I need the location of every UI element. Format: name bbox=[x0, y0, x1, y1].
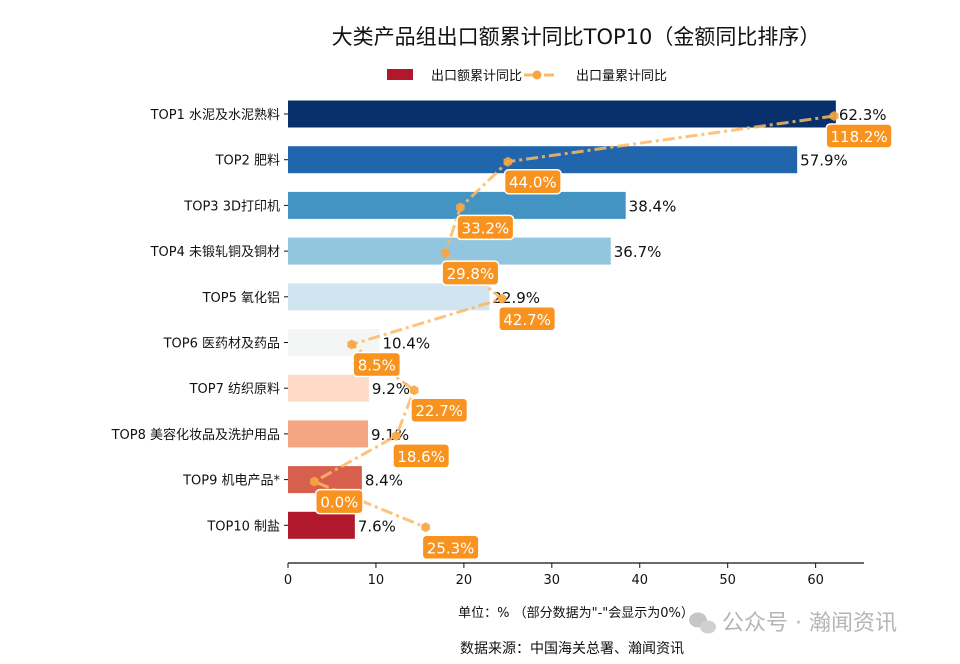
line-label-text: 42.7% bbox=[503, 311, 551, 329]
line-label-text: 22.7% bbox=[415, 402, 463, 420]
legend-swatch-bar bbox=[387, 69, 413, 80]
x-tick-label: 50 bbox=[719, 573, 736, 588]
line-label-box bbox=[315, 488, 364, 515]
line-label-text: 18.6% bbox=[397, 448, 445, 466]
line-label-box bbox=[421, 534, 480, 561]
category-label: TOP2 肥料 bbox=[215, 154, 280, 169]
bar bbox=[288, 100, 836, 128]
line-marker bbox=[441, 248, 450, 259]
line-value-label: 22.7% bbox=[410, 397, 469, 423]
chart-title: 大类产品组出口额累计同比TOP10（金额同比排序） bbox=[332, 25, 821, 49]
source-note: 数据来源：中国海关总署、瀚闻资讯 bbox=[460, 641, 684, 657]
line-label-text: 29.8% bbox=[447, 265, 495, 283]
line-value-label: 33.2% bbox=[456, 214, 515, 241]
x-tick-label: 40 bbox=[631, 573, 648, 588]
line-label-box bbox=[503, 168, 562, 195]
line-label-box bbox=[352, 351, 402, 378]
line-marker bbox=[421, 522, 430, 533]
line-marker bbox=[310, 476, 319, 487]
legend: 出口额累计同比 出口量累计同比 bbox=[387, 69, 667, 84]
bar bbox=[288, 374, 369, 402]
legend-label-line: 出口量累计同比 bbox=[576, 69, 667, 84]
bar-value-label: 36.7% bbox=[614, 243, 662, 261]
line-label-box bbox=[441, 260, 500, 286]
x-tick-label: 30 bbox=[544, 573, 561, 588]
watermark: 公众号 · 瀚闻资讯 bbox=[689, 611, 897, 636]
line-label-text: 33.2% bbox=[462, 219, 510, 237]
bar bbox=[288, 466, 362, 494]
line-label-text: 118.2% bbox=[830, 128, 887, 146]
bar-value-label: 62.3% bbox=[839, 106, 887, 124]
bar-value-label: 9.1% bbox=[371, 426, 409, 444]
line-label-box bbox=[498, 306, 557, 332]
line-label-box bbox=[410, 397, 469, 423]
x-axis-label: 单位：% （部分数据为"-"会显示为0%） bbox=[458, 606, 694, 621]
x-tick-label: 0 bbox=[284, 573, 292, 588]
line-marker bbox=[497, 293, 507, 304]
line-value-label: 44.0% bbox=[503, 168, 562, 195]
line-value-label: 18.6% bbox=[392, 443, 451, 469]
bar bbox=[288, 420, 369, 448]
line-label-text: 44.0% bbox=[509, 174, 557, 192]
x-tick-label: 20 bbox=[456, 573, 473, 588]
category-label: TOP8 美容化妆品及洗护用品 bbox=[111, 427, 280, 443]
bar-value-label: 9.2% bbox=[372, 380, 410, 398]
line-value-label: 0.0% bbox=[315, 488, 364, 515]
line-marker bbox=[347, 339, 357, 350]
line-label-text: 8.5% bbox=[358, 357, 396, 375]
wechat-logo-icon bbox=[689, 612, 716, 634]
bar-value-label: 7.6% bbox=[358, 517, 396, 535]
watermark-text: 公众号 · 瀚闻资讯 bbox=[722, 611, 897, 636]
legend-marker bbox=[532, 70, 542, 80]
line-label-box bbox=[392, 443, 451, 469]
legend-label-bar: 出口额累计同比 bbox=[431, 69, 522, 84]
bar-value-label: 57.9% bbox=[800, 152, 848, 170]
bar bbox=[288, 146, 798, 174]
bar bbox=[288, 329, 380, 356]
category-label: TOP7 纺织原料 bbox=[189, 382, 280, 397]
bar-value-label: 38.4% bbox=[629, 197, 677, 215]
category-label: TOP10 制盐 bbox=[206, 519, 280, 534]
line-marker bbox=[829, 111, 839, 121]
x-tick-label: 60 bbox=[807, 573, 824, 588]
line-label-box bbox=[825, 123, 893, 149]
line-value-label: 118.2% bbox=[825, 123, 893, 149]
bar-value-label: 8.4% bbox=[365, 472, 403, 490]
x-tick-label: 10 bbox=[368, 573, 385, 588]
category-label: TOP5 氧化铝 bbox=[202, 291, 280, 306]
line-label-text: 0.0% bbox=[320, 494, 358, 512]
category-label: TOP6 医药材及药品 bbox=[163, 337, 280, 352]
bar bbox=[288, 283, 490, 311]
line-label-box bbox=[456, 214, 515, 241]
line-marker bbox=[391, 430, 401, 441]
line-marker bbox=[503, 156, 513, 167]
line-marker bbox=[409, 385, 419, 396]
bar bbox=[288, 511, 355, 539]
line-value-label: 8.5% bbox=[352, 351, 402, 378]
line-label-text: 25.3% bbox=[427, 539, 475, 557]
line-series bbox=[310, 114, 835, 529]
category-label: TOP1 水泥及水泥熟料 bbox=[150, 107, 280, 123]
category-label: TOP3 3D打印机 bbox=[183, 199, 280, 214]
category-label: TOP9 机电产品* bbox=[182, 474, 280, 489]
category-label: TOP4 未锻轧铜及铜材 bbox=[150, 245, 280, 260]
line-marker bbox=[456, 202, 465, 213]
line-value-label: 25.3% bbox=[421, 534, 480, 561]
bar-value-label: 10.4% bbox=[382, 335, 430, 353]
line-value-label: 42.7% bbox=[498, 306, 557, 332]
line-value-label: 29.8% bbox=[441, 260, 500, 286]
